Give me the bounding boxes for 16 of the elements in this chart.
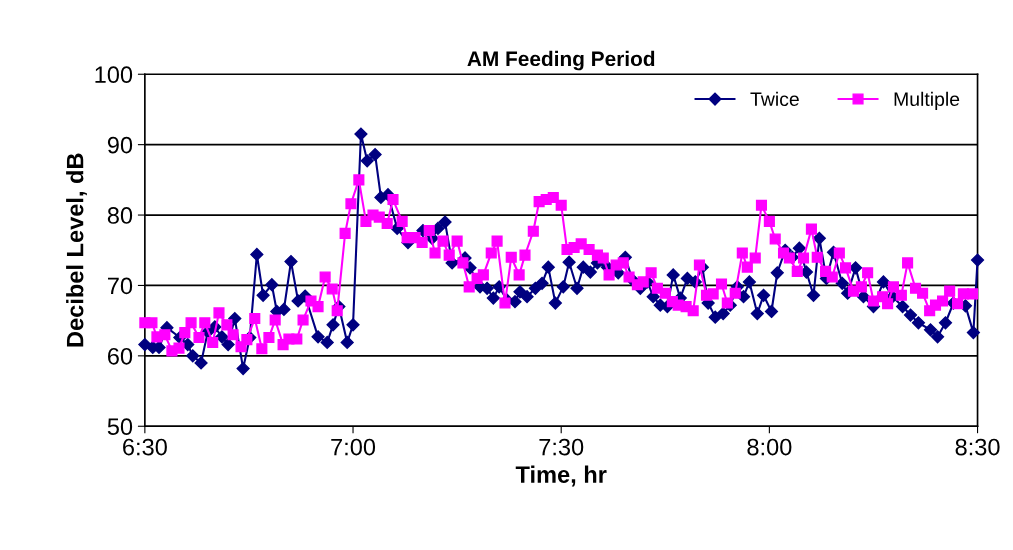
y-tick-label: 90	[107, 136, 133, 154]
x-tick-label: 6:30	[123, 438, 167, 456]
x-tick-label: 8:30	[955, 438, 1000, 456]
y-tick-label: 50	[107, 418, 133, 436]
x-axis-title: Time, hr	[515, 465, 607, 487]
chart-title: AM Feeding Period	[467, 50, 655, 71]
legend-label: Twice	[750, 91, 799, 107]
y-tick-label: 100	[95, 66, 133, 84]
x-tick-label: 8:00	[747, 438, 792, 456]
y-tick-label: 60	[107, 347, 133, 365]
y-tick-label: 70	[108, 277, 133, 295]
legend-label: Multiple	[894, 91, 960, 110]
x-tick-label: 7:00	[331, 438, 376, 456]
y-tick-label: 80	[107, 207, 133, 224]
y-axis-title: Decibel Level, dB	[66, 153, 87, 347]
x-tick-label: 7:30	[539, 438, 584, 456]
